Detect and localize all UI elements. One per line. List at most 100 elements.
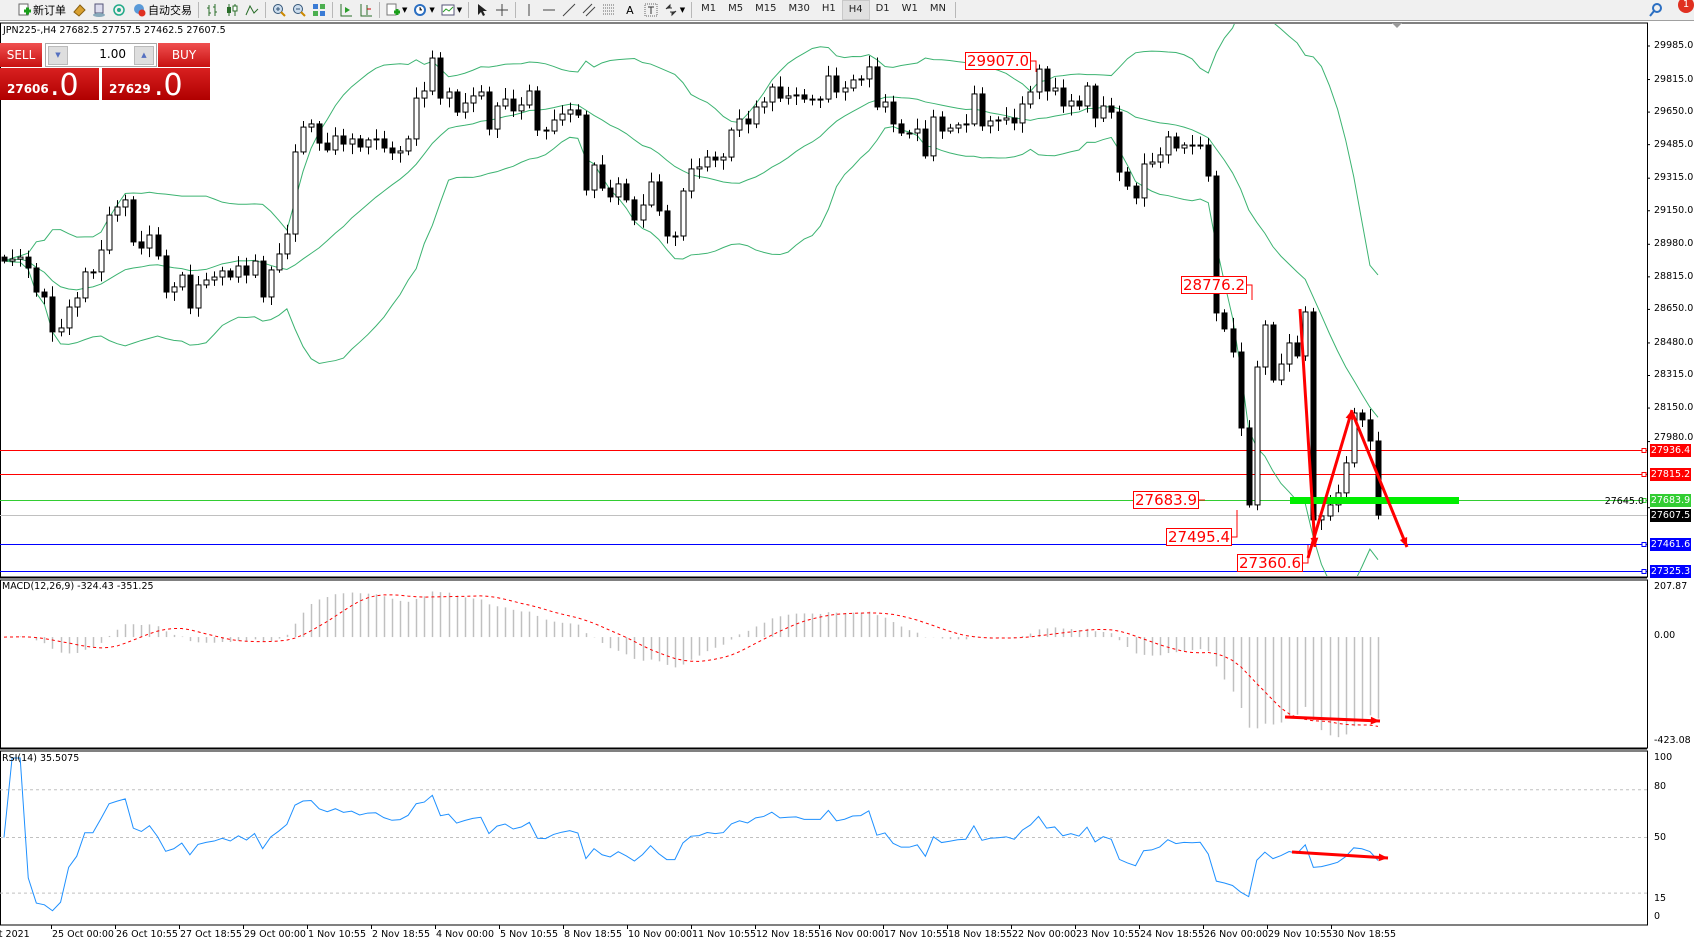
candle [1124, 167, 1131, 190]
annotation-support[interactable]: 27683.9 [1133, 491, 1200, 509]
lot-decrease-button[interactable]: ▼ [48, 46, 68, 65]
annotation-high[interactable]: 29907.0 [965, 52, 1032, 70]
indicators-button[interactable]: ▼ [383, 1, 410, 19]
arrows-tool[interactable]: ▼ [661, 1, 688, 19]
candle-body [559, 113, 566, 121]
candle-body [914, 128, 921, 134]
candle [1270, 321, 1277, 383]
signals-button[interactable] [109, 1, 129, 19]
lot-increase-button[interactable]: ▲ [134, 46, 154, 65]
buy-price-button[interactable]: 27629 .0 [102, 68, 210, 103]
candle [955, 122, 962, 134]
timeframe-d1[interactable]: D1 [875, 3, 890, 14]
candle [397, 146, 404, 163]
chart-shift-button[interactable] [356, 1, 376, 19]
zoom-in-button[interactable] [269, 1, 289, 19]
candle-body [187, 274, 194, 309]
text-tool[interactable]: A [619, 1, 641, 19]
timeframe-m1[interactable]: M1 [701, 3, 717, 14]
dropdown-arrow-icon: ▼ [679, 6, 686, 14]
candle [809, 94, 816, 106]
tile-windows-button[interactable] [309, 1, 329, 19]
candle-body [850, 79, 857, 89]
timeframe-w1[interactable]: W1 [901, 3, 918, 14]
candle-body [1278, 363, 1285, 381]
candle [1157, 147, 1164, 169]
candle [25, 250, 32, 279]
trendline-tool[interactable] [559, 1, 579, 19]
candle [599, 155, 606, 191]
annotation-low[interactable]: 27495.4 [1166, 528, 1233, 546]
timeframe-bar: M1 M5 M15 M30 H1 H4 D1 W1 MN [695, 0, 952, 20]
sell-price-main: 27606 [7, 82, 49, 96]
metaeditor-button[interactable] [69, 1, 89, 19]
candle [1294, 335, 1301, 359]
notifications-button[interactable]: 1 [1666, 0, 1694, 19]
candle-body [987, 120, 994, 127]
candle-body [583, 114, 590, 191]
bar-chart-icon [205, 3, 219, 17]
arrows-icon [664, 3, 678, 17]
fibonacci-icon [602, 3, 616, 17]
new-order-button[interactable]: 新订单 [14, 1, 69, 19]
timeframe-h4[interactable]: H4 [841, 0, 870, 20]
vertical-line-tool[interactable] [519, 1, 539, 19]
annotation-price[interactable]: 28776.2 [1181, 276, 1248, 294]
main-plot [0, 24, 1647, 576]
horizontal-line-tool[interactable] [539, 1, 559, 19]
candle [155, 227, 162, 260]
candle-body [640, 204, 647, 221]
candle [551, 109, 558, 135]
autoscroll-button[interactable] [336, 1, 356, 19]
candle-body [235, 265, 242, 278]
candle [1084, 82, 1091, 113]
bar-chart-button[interactable] [202, 1, 222, 19]
candle [130, 196, 137, 246]
timeframe-m5[interactable]: M5 [728, 3, 744, 14]
candle-body [437, 57, 444, 99]
candle [1262, 320, 1269, 375]
dropdown-arrow-icon: ▼ [456, 6, 463, 14]
text-label-tool[interactable] [641, 1, 661, 19]
timeframe-m15[interactable]: M15 [755, 3, 777, 14]
cursor-icon [475, 3, 489, 17]
search-button[interactable] [1646, 1, 1666, 19]
templates-button[interactable]: ▼ [438, 1, 465, 19]
candle [413, 87, 420, 146]
periods-button[interactable]: ▼ [410, 1, 437, 19]
annotation-lowest[interactable]: 27360.6 [1237, 554, 1304, 572]
buy-button[interactable]: BUY [158, 43, 210, 67]
candle-body [680, 190, 687, 237]
terminal-button[interactable] [89, 1, 109, 19]
lot-size-field[interactable]: ▼ 1.00 ▲ [45, 43, 157, 67]
vertical-line-icon [522, 3, 536, 17]
fibonacci-tool[interactable] [599, 1, 619, 19]
line-chart-button[interactable] [242, 1, 262, 19]
timeframe-h1[interactable]: H1 [821, 3, 836, 14]
candle [688, 158, 695, 199]
candle [171, 282, 178, 301]
candle [292, 144, 299, 242]
arrow-up [1306, 409, 1354, 559]
sell-price-button[interactable]: 27606 .0 [0, 68, 99, 103]
auto-trading-button[interactable]: 自动交易 [129, 1, 195, 19]
candle [138, 230, 145, 255]
channel-tool[interactable] [579, 1, 599, 19]
candle-body [575, 109, 582, 116]
sell-button[interactable]: SELL [0, 43, 42, 67]
candle [898, 119, 905, 136]
crosshair-tool[interactable] [492, 1, 512, 19]
candlestick-button[interactable] [222, 1, 242, 19]
cursor-tool[interactable] [472, 1, 492, 19]
candle-body [82, 271, 89, 299]
candle-body [1084, 85, 1091, 107]
candle-body [1116, 111, 1123, 173]
zoom-out-button[interactable] [289, 1, 309, 19]
price-line-handle [1641, 569, 1647, 574]
timeframe-mn[interactable]: MN [929, 3, 947, 14]
tile-windows-icon [312, 3, 326, 17]
candle [437, 52, 444, 105]
rsi-axis-15: 15 [1654, 893, 1667, 904]
timeframe-m30[interactable]: M30 [788, 3, 810, 14]
